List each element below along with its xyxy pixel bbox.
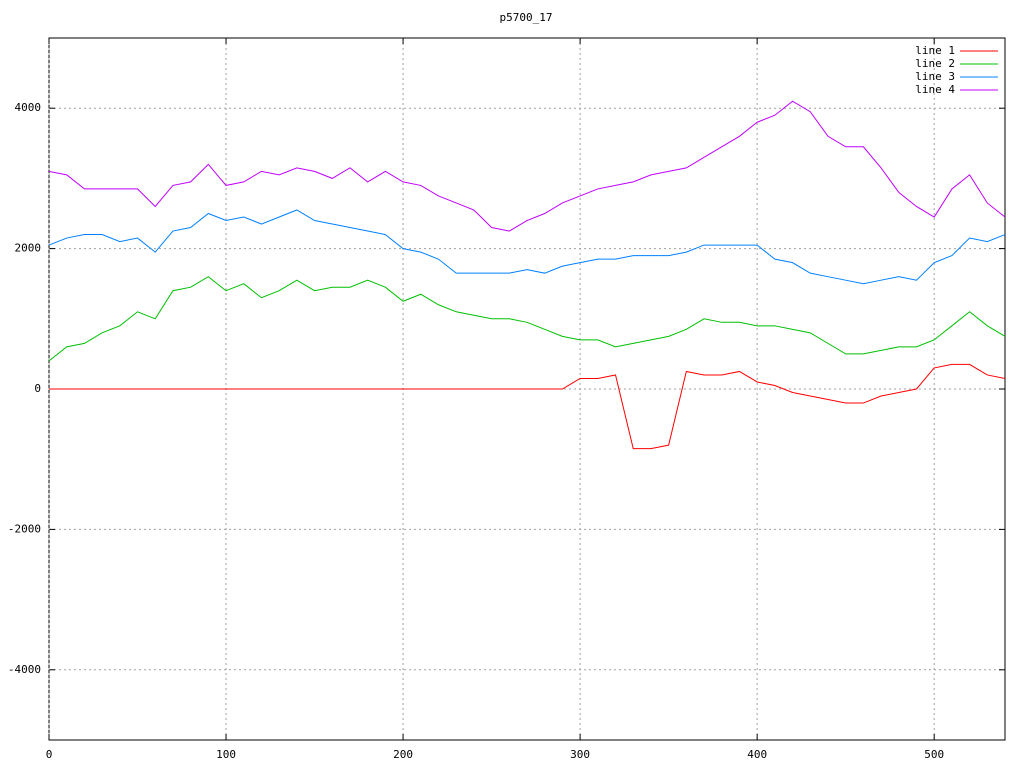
x-tick-label: 100 xyxy=(216,748,236,761)
y-tick-label: 4000 xyxy=(15,101,42,114)
x-tick-label: 0 xyxy=(46,748,53,761)
x-tick-label: 300 xyxy=(570,748,590,761)
x-tick-label: 500 xyxy=(924,748,944,761)
legend-label: line 2 xyxy=(915,57,955,70)
legend-label: line 4 xyxy=(915,83,955,96)
x-tick-label: 400 xyxy=(747,748,767,761)
y-tick-label: 0 xyxy=(34,382,41,395)
data-line xyxy=(48,209,1006,285)
y-tick-label: -4000 xyxy=(8,663,41,676)
y-tick-label: 2000 xyxy=(15,242,42,255)
y-tick-label: -2000 xyxy=(8,522,41,535)
data-line xyxy=(48,276,1006,362)
legend-label: line 1 xyxy=(915,44,955,57)
x-tick-label: 200 xyxy=(393,748,413,761)
data-line xyxy=(48,100,1006,232)
chart-title: p5700_17 xyxy=(500,11,553,24)
legend-label: line 3 xyxy=(915,70,955,83)
data-line xyxy=(49,363,1006,450)
